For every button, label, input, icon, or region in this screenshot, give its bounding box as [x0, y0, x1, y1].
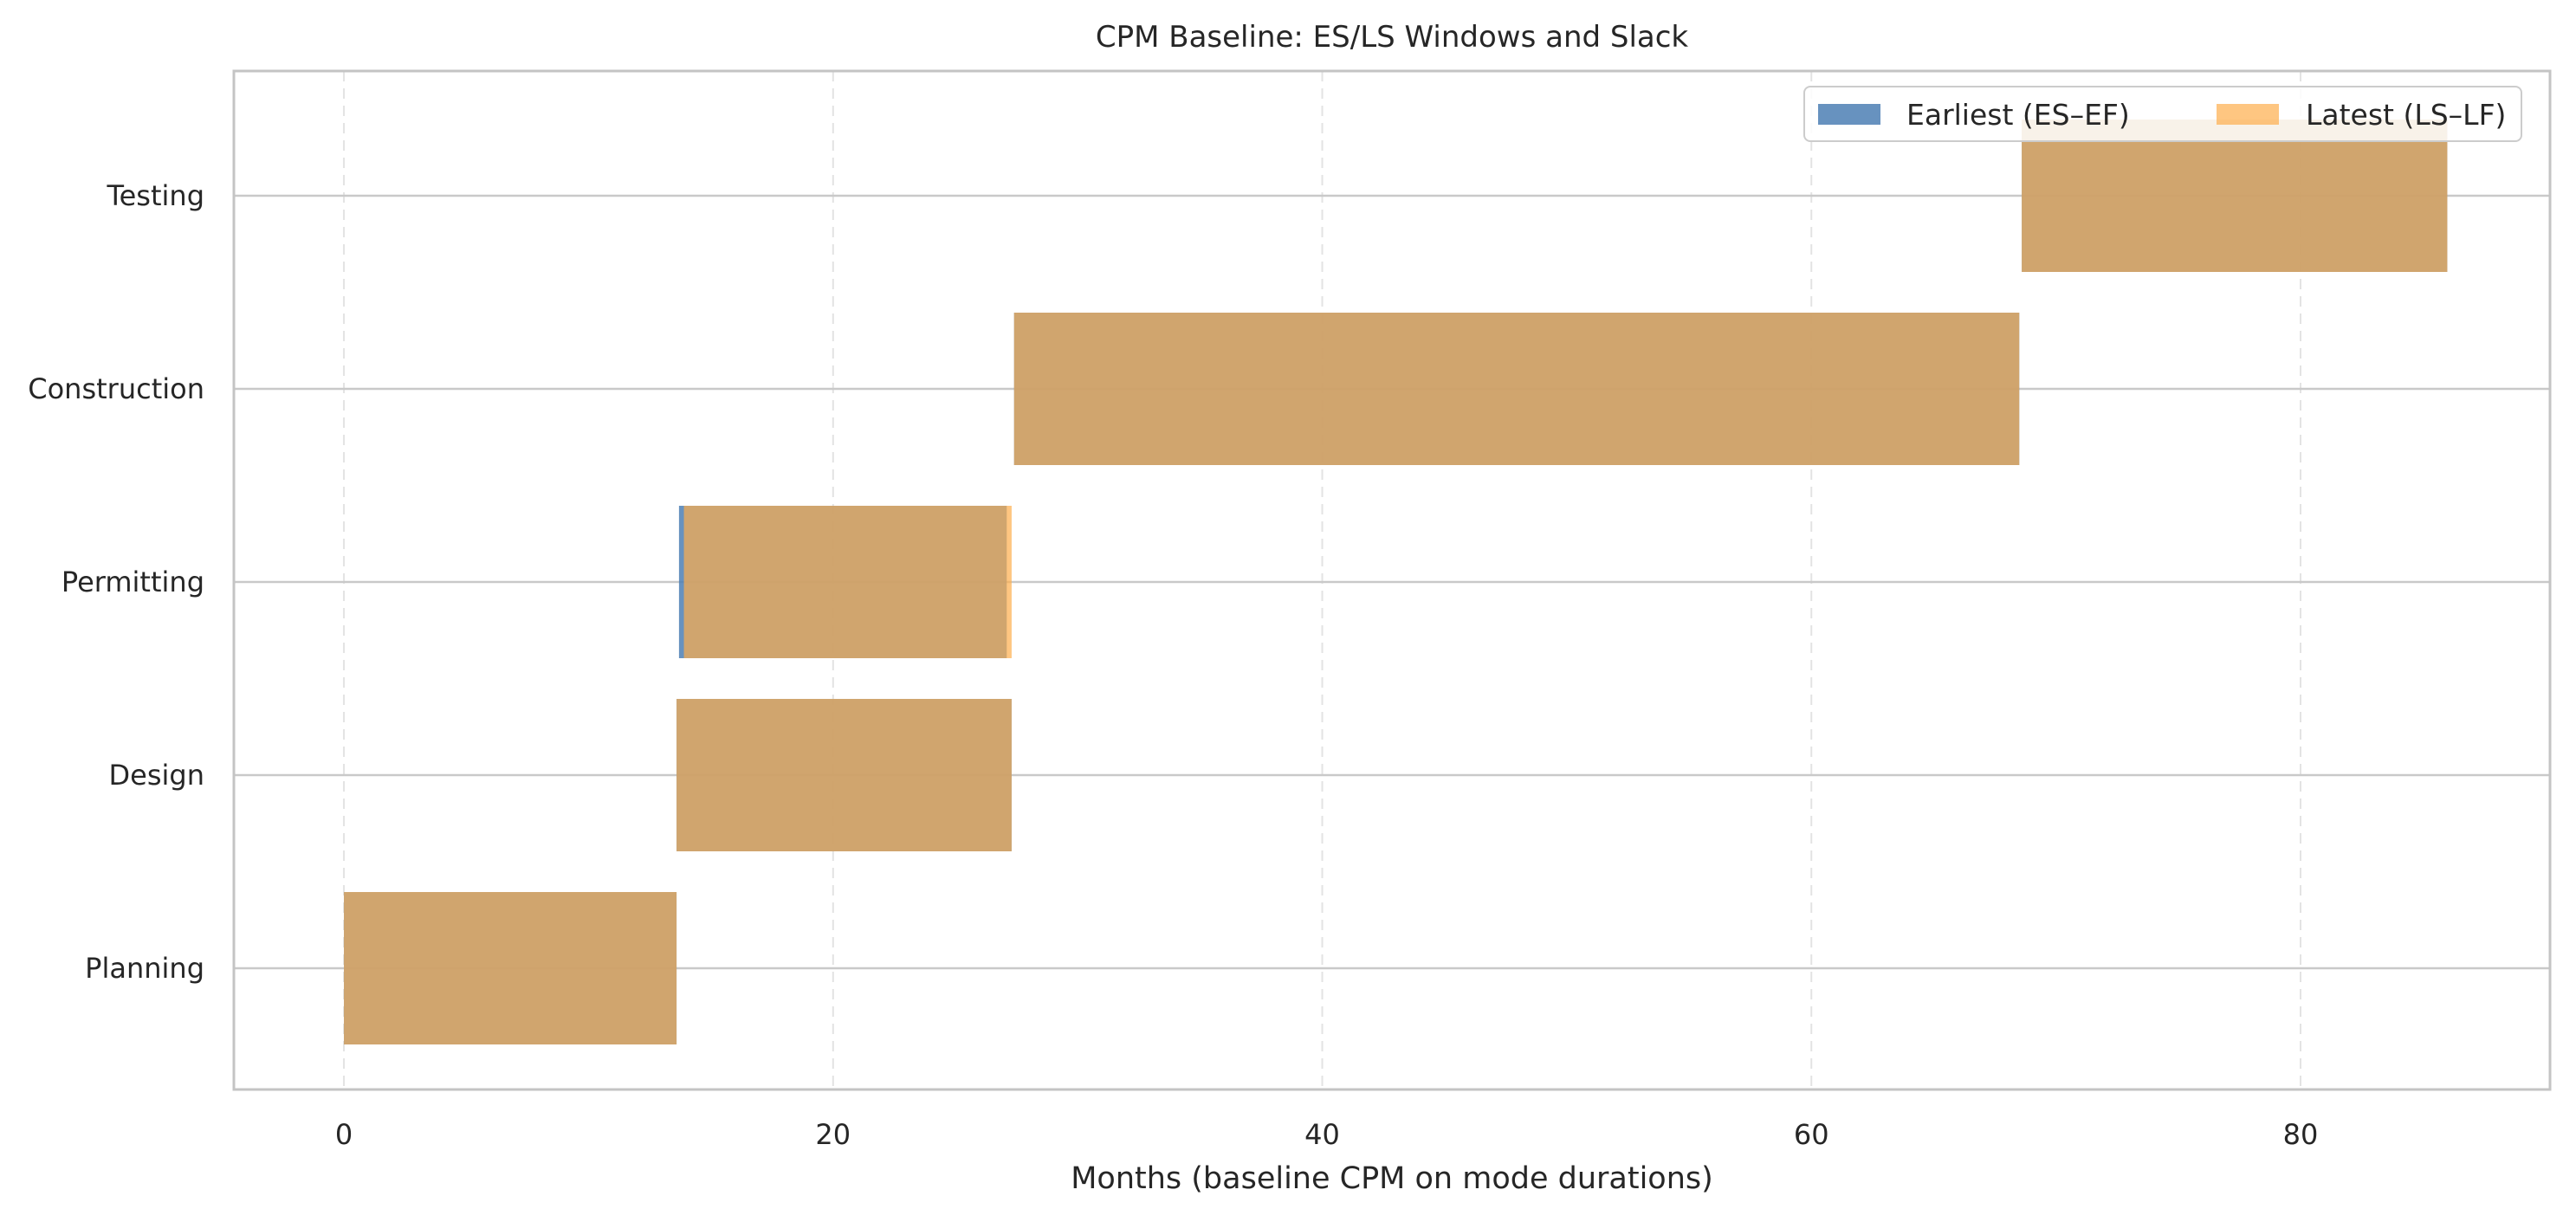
y-tick-label: Permitting — [61, 566, 204, 598]
latest-bar-planning — [344, 892, 677, 1044]
y-tick-label: Testing — [107, 179, 205, 212]
legend: Earliest (ES–EF) Latest (LS–LF) — [1803, 86, 2522, 142]
y-tick-labels: Planning Design Permitting Construction Test… — [28, 179, 204, 985]
legend-box — [1803, 86, 2522, 142]
legend-label-latest: Latest (LS–LF) — [2306, 98, 2506, 132]
y-tick-label: Construction — [28, 372, 204, 405]
x-tick-labels: 0 20 40 60 80 — [335, 1118, 2318, 1151]
latest-bar-testing — [2022, 120, 2448, 272]
x-tick-label: 20 — [815, 1118, 851, 1151]
x-axis-label: Months (baseline CPM on mode durations) — [1071, 1161, 1713, 1196]
latest-bar-construction — [1013, 313, 2020, 465]
y-tick-label: Design — [109, 759, 204, 792]
x-tick-label: 60 — [1794, 1118, 1829, 1151]
y-tick-label: Planning — [85, 952, 204, 985]
legend-label-earliest: Earliest (ES–EF) — [1906, 98, 2130, 132]
x-tick-label: 0 — [335, 1118, 353, 1151]
plot-frame — [232, 69, 2552, 1091]
x-tick-label: 80 — [2283, 1118, 2319, 1151]
latest-bar-design — [676, 699, 1012, 851]
legend-swatch-earliest — [1818, 104, 1880, 125]
y-gridlines — [234, 194, 2550, 970]
chart-title: CPM Baseline: ES/LS Windows and Slack — [1096, 20, 1689, 55]
legend-swatch-latest — [2217, 104, 2279, 125]
x-tick-label: 40 — [1304, 1118, 1340, 1151]
latest-bars — [344, 120, 2448, 1044]
latest-bar-permitting — [683, 506, 1012, 658]
